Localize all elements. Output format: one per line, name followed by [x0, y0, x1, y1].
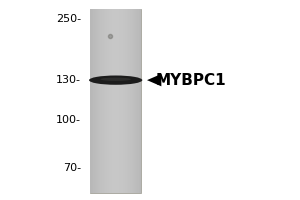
Bar	[131, 9, 132, 193]
Bar	[137, 9, 138, 193]
Bar	[98, 9, 99, 193]
Bar	[110, 9, 111, 193]
Bar	[115, 9, 116, 193]
Ellipse shape	[100, 78, 131, 81]
Bar	[128, 9, 129, 193]
Bar	[123, 9, 124, 193]
Bar	[138, 9, 139, 193]
Bar	[92, 9, 93, 193]
Bar	[107, 9, 108, 193]
Bar	[139, 9, 140, 193]
Bar	[93, 9, 94, 193]
Bar	[100, 9, 101, 193]
Bar	[96, 9, 97, 193]
Bar	[101, 9, 102, 193]
Bar	[108, 9, 109, 193]
Bar	[126, 9, 127, 193]
Bar	[102, 9, 103, 193]
Polygon shape	[147, 74, 161, 86]
Bar	[90, 9, 91, 193]
Bar	[135, 9, 136, 193]
Bar	[106, 9, 107, 193]
Text: 130-: 130-	[56, 75, 81, 85]
Bar	[116, 9, 117, 193]
Bar	[129, 9, 130, 193]
Text: 250-: 250-	[56, 14, 81, 24]
Bar	[134, 9, 135, 193]
Bar	[105, 9, 106, 193]
Bar	[109, 9, 110, 193]
Bar	[112, 9, 113, 193]
Bar	[104, 9, 105, 193]
Ellipse shape	[89, 75, 142, 85]
Bar	[118, 9, 119, 193]
Bar	[136, 9, 137, 193]
Bar	[111, 9, 112, 193]
Bar	[122, 9, 123, 193]
Bar	[119, 9, 120, 193]
Bar	[140, 9, 141, 193]
Bar	[132, 9, 133, 193]
Bar	[95, 9, 96, 193]
Text: 100-: 100-	[56, 115, 81, 125]
Bar	[124, 9, 125, 193]
Bar	[103, 9, 104, 193]
Bar	[120, 9, 121, 193]
Bar	[113, 9, 114, 193]
Bar	[125, 9, 126, 193]
Bar	[117, 9, 118, 193]
Bar	[130, 9, 131, 193]
Bar	[133, 9, 134, 193]
Bar	[90, 9, 141, 193]
Bar	[121, 9, 122, 193]
Text: 70-: 70-	[63, 163, 81, 173]
Bar	[94, 9, 95, 193]
Bar	[99, 9, 100, 193]
Bar	[97, 9, 98, 193]
Bar	[127, 9, 128, 193]
Bar	[114, 9, 115, 193]
Text: MYBPC1: MYBPC1	[156, 73, 226, 88]
